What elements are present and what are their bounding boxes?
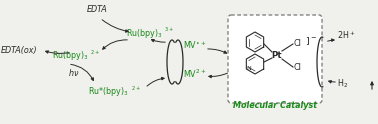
Text: MV$^{2+}$: MV$^{2+}$ [183, 68, 206, 80]
Text: Molecular Catalyst: Molecular Catalyst [233, 102, 317, 110]
Text: $^{2+}$: $^{2+}$ [131, 85, 141, 91]
Text: N: N [246, 65, 251, 71]
Text: h$\nu$: h$\nu$ [68, 67, 80, 78]
Text: EDTA: EDTA [87, 5, 107, 14]
Text: Ru(bpy)$_3$: Ru(bpy)$_3$ [52, 49, 89, 62]
FancyBboxPatch shape [228, 15, 322, 103]
Text: H$_2$: H$_2$ [337, 78, 348, 90]
Text: $]^-$: $]^-$ [305, 35, 317, 47]
Text: $^{3+}$: $^{3+}$ [164, 26, 174, 32]
Text: 2H$^+$: 2H$^+$ [337, 29, 355, 41]
Text: EDTA(ox): EDTA(ox) [1, 46, 38, 56]
Text: Pt: Pt [272, 50, 282, 60]
Text: $^{2+}$: $^{2+}$ [90, 49, 100, 55]
Text: Cl: Cl [293, 62, 301, 72]
Text: Ru(bpy)$_3$: Ru(bpy)$_3$ [126, 27, 163, 40]
Text: Cl: Cl [293, 40, 301, 48]
Text: Ru*(bpy)$_3$: Ru*(bpy)$_3$ [88, 86, 129, 98]
Text: MV$^{\bullet+}$: MV$^{\bullet+}$ [183, 39, 206, 51]
